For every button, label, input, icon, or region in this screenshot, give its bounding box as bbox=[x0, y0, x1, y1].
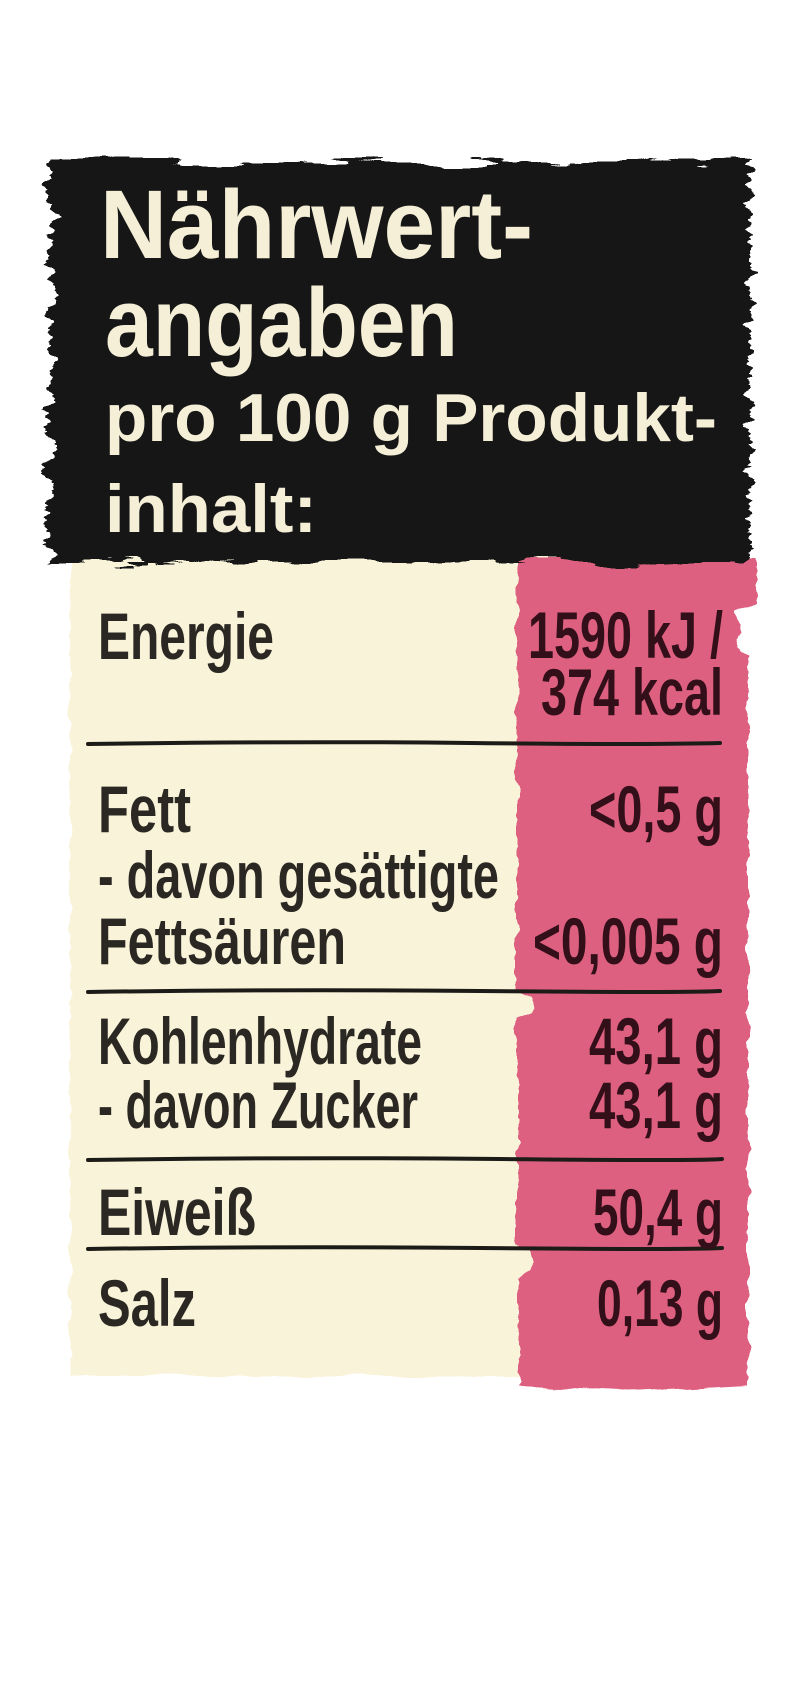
svg-text:Fettsäuren: Fettsäuren bbox=[98, 904, 346, 978]
svg-text:Salz: Salz bbox=[98, 1266, 196, 1340]
svg-text:43,1 g: 43,1 g bbox=[589, 1004, 723, 1078]
svg-text:0,13 g: 0,13 g bbox=[597, 1266, 723, 1340]
svg-text:Energie: Energie bbox=[98, 599, 274, 673]
svg-text:<0,005 g: <0,005 g bbox=[533, 904, 723, 978]
svg-text:50,4 g: 50,4 g bbox=[593, 1175, 723, 1249]
svg-text:43,1 g: 43,1 g bbox=[589, 1068, 723, 1142]
svg-text:Eiweiß: Eiweiß bbox=[98, 1175, 256, 1249]
svg-text:Nährwert-: Nährwert- bbox=[100, 170, 533, 279]
svg-text:inhalt:: inhalt: bbox=[105, 471, 317, 547]
svg-text:angaben: angaben bbox=[105, 268, 458, 377]
svg-text:Fett: Fett bbox=[98, 772, 191, 846]
svg-text:- davon Zucker: - davon Zucker bbox=[98, 1068, 418, 1142]
svg-text:pro 100 g Produkt-: pro 100 g Produkt- bbox=[105, 380, 717, 456]
svg-text:1590 kJ /: 1590 kJ / bbox=[528, 598, 723, 672]
svg-text:374 kcal: 374 kcal bbox=[541, 655, 723, 729]
svg-text:- davon gesättigte: - davon gesättigte bbox=[98, 838, 499, 912]
svg-text:Kohlenhydrate: Kohlenhydrate bbox=[98, 1004, 422, 1078]
svg-text:<0,5 g: <0,5 g bbox=[589, 772, 723, 846]
